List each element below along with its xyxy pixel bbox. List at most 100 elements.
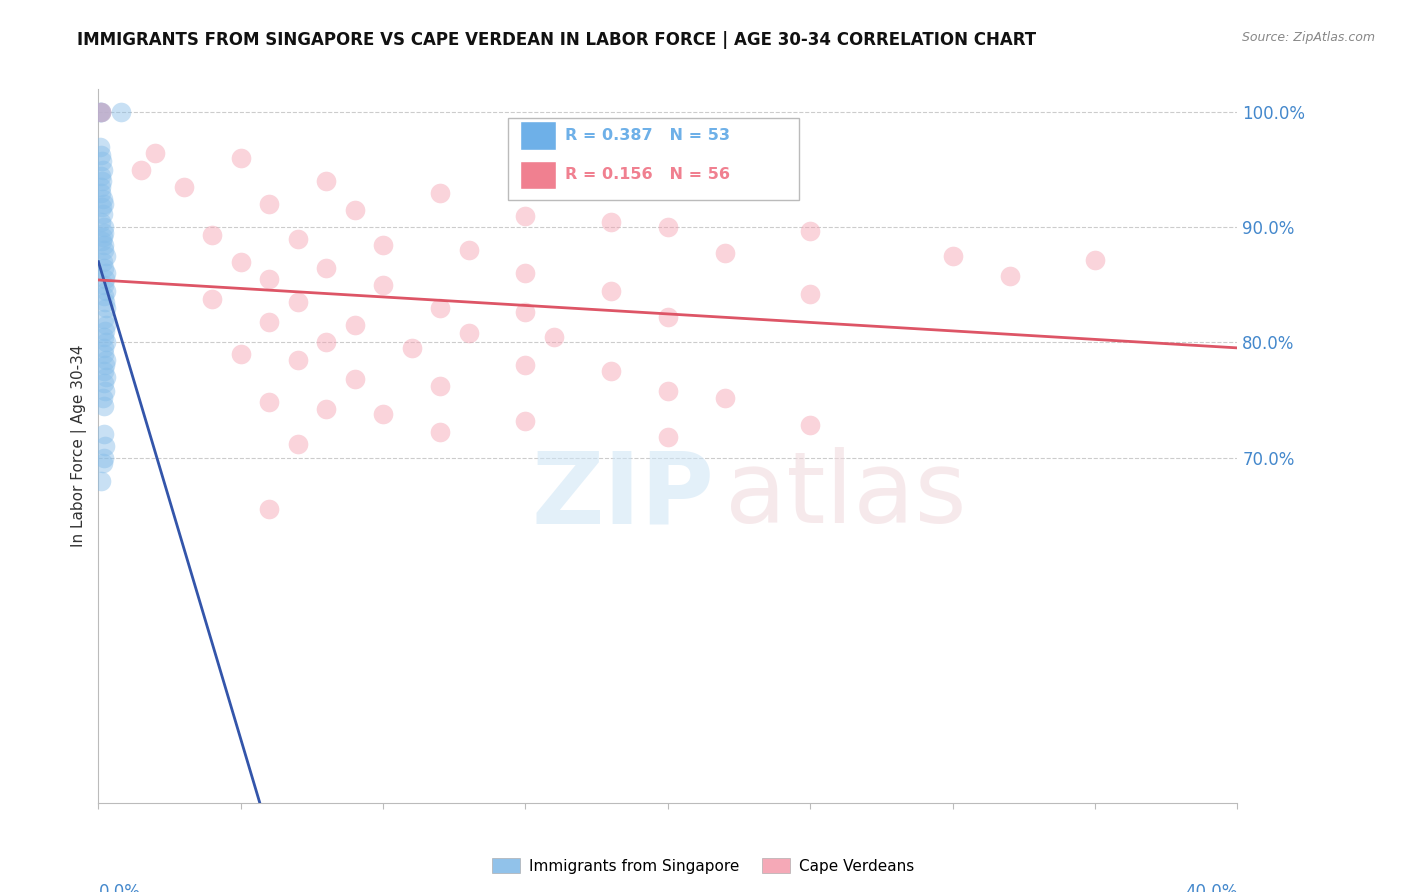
Point xyxy=(90,148,112,162)
Point xyxy=(93,244,115,258)
Point xyxy=(799,224,821,238)
Point xyxy=(93,312,115,326)
Point xyxy=(515,266,537,280)
Point xyxy=(93,226,115,240)
Point xyxy=(93,347,115,361)
Point xyxy=(315,174,337,188)
Point xyxy=(94,318,117,333)
Point xyxy=(93,272,115,286)
Point xyxy=(401,341,423,355)
Point xyxy=(93,260,115,275)
Text: IMMIGRANTS FROM SINGAPORE VS CAPE VERDEAN IN LABOR FORCE | AGE 30-34 CORRELATION: IMMIGRANTS FROM SINGAPORE VS CAPE VERDEA… xyxy=(77,31,1036,49)
Point xyxy=(91,255,114,269)
Point xyxy=(93,341,115,355)
Point xyxy=(93,237,115,252)
Point xyxy=(93,364,115,378)
Point xyxy=(515,414,537,428)
Point xyxy=(429,379,451,393)
Text: R = 0.156   N = 56: R = 0.156 N = 56 xyxy=(565,168,730,182)
Point xyxy=(457,326,479,341)
Point xyxy=(94,335,117,350)
Point xyxy=(373,277,395,292)
Point xyxy=(110,105,132,120)
Point xyxy=(94,370,117,384)
Text: 40.0%: 40.0% xyxy=(1185,883,1237,892)
Point xyxy=(94,249,117,263)
Point xyxy=(714,245,737,260)
Point xyxy=(93,359,115,373)
Point xyxy=(600,364,623,378)
Point xyxy=(90,234,112,248)
Point xyxy=(91,229,114,244)
Point xyxy=(799,418,821,433)
Point xyxy=(129,162,152,177)
Point xyxy=(93,450,115,465)
Legend: Immigrants from Singapore, Cape Verdeans: Immigrants from Singapore, Cape Verdeans xyxy=(486,852,920,880)
Point xyxy=(315,260,337,275)
Point xyxy=(315,335,337,350)
Point xyxy=(515,209,537,223)
Point xyxy=(343,202,366,217)
Point xyxy=(515,305,537,319)
Point xyxy=(90,174,112,188)
Point xyxy=(343,318,366,333)
Point xyxy=(91,192,114,206)
Point xyxy=(94,301,117,315)
Point xyxy=(942,249,965,263)
Point xyxy=(89,105,111,120)
Point xyxy=(91,206,114,220)
Point xyxy=(90,200,112,214)
Point xyxy=(91,456,114,470)
Point xyxy=(259,197,281,211)
Point xyxy=(315,402,337,417)
Point xyxy=(93,329,115,343)
Point xyxy=(93,324,115,338)
Point xyxy=(90,105,112,120)
Point xyxy=(515,359,537,373)
Point xyxy=(93,295,115,310)
Point xyxy=(90,105,112,120)
Point xyxy=(429,186,451,200)
Point xyxy=(90,169,112,183)
Point xyxy=(343,372,366,386)
Point xyxy=(90,186,112,200)
Point xyxy=(89,140,111,154)
Point xyxy=(94,284,117,298)
Point xyxy=(91,162,114,177)
Point xyxy=(145,145,167,160)
Point xyxy=(287,436,309,450)
FancyBboxPatch shape xyxy=(520,161,557,189)
Point xyxy=(90,214,112,228)
Y-axis label: In Labor Force | Age 30-34: In Labor Force | Age 30-34 xyxy=(72,344,87,548)
Point xyxy=(94,352,117,367)
Point xyxy=(287,295,309,310)
Point xyxy=(657,384,679,398)
Point xyxy=(201,228,224,243)
Point xyxy=(93,197,115,211)
Text: 0.0%: 0.0% xyxy=(98,883,141,892)
Point xyxy=(600,284,623,298)
Point xyxy=(229,255,252,269)
Text: atlas: atlas xyxy=(725,448,966,544)
Point xyxy=(1084,252,1107,267)
Point xyxy=(91,391,114,405)
Point xyxy=(543,329,565,343)
Point xyxy=(714,391,737,405)
Point xyxy=(259,395,281,409)
FancyBboxPatch shape xyxy=(520,121,557,150)
Point xyxy=(429,425,451,440)
Point xyxy=(90,180,112,194)
Point xyxy=(259,272,281,286)
Point xyxy=(93,427,115,442)
Point xyxy=(93,220,115,235)
Point xyxy=(93,399,115,413)
Point xyxy=(600,214,623,228)
Point xyxy=(657,220,679,235)
Point xyxy=(93,439,115,453)
Text: ZIP: ZIP xyxy=(531,448,714,544)
Text: R = 0.387   N = 53: R = 0.387 N = 53 xyxy=(565,128,730,143)
Point xyxy=(373,237,395,252)
Point xyxy=(93,289,115,303)
Point xyxy=(93,277,115,292)
Point xyxy=(94,266,117,280)
